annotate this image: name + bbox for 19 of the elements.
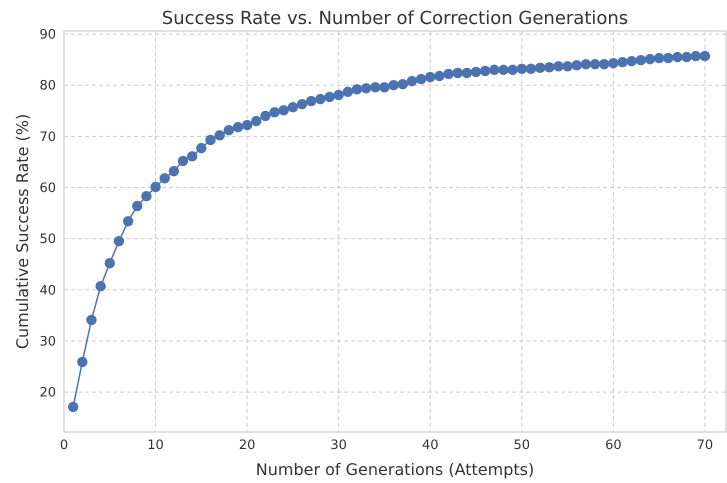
x-tick-label: 10: [147, 438, 164, 453]
x-tick-label: 60: [605, 438, 622, 453]
y-tick-label: 30: [39, 334, 56, 350]
y-axis-title: Cumulative Success Rate (%): [13, 114, 32, 350]
y-tick-label: 40: [39, 283, 56, 298]
chart-title: Success Rate vs. Number of Correction Generations: [162, 8, 628, 29]
x-tick-label: 40: [422, 438, 439, 453]
y-tick-label: 20: [39, 386, 56, 401]
x-axis-title: Number of Generations (Attempts): [256, 460, 534, 479]
y-tick-label: 60: [39, 181, 56, 196]
y-tick-label: 90: [39, 28, 56, 43]
y-tick-label: 70: [39, 130, 56, 145]
x-tick-label: 30: [330, 438, 347, 453]
x-tick-label: 0: [60, 438, 68, 453]
x-tick-label: 20: [238, 438, 256, 453]
x-tick-label: 70: [696, 438, 714, 453]
x-tick-label: 50: [514, 438, 530, 453]
y-tick-label: 50: [39, 232, 56, 248]
y-tick-label: 80: [39, 78, 56, 94]
